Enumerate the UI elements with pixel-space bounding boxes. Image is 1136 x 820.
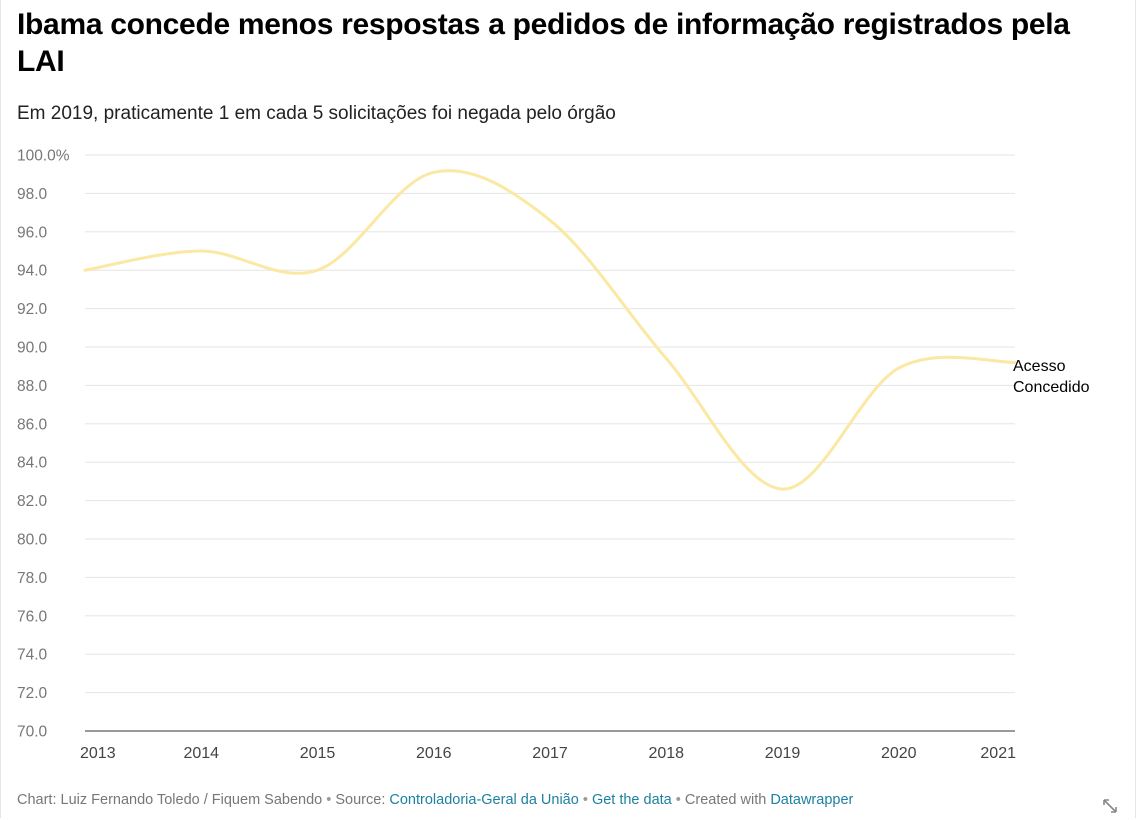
x-tick-label: 2018 <box>648 745 684 762</box>
y-tick-label: 70.0 <box>17 724 48 741</box>
y-tick-label: 78.0 <box>17 570 48 587</box>
created-with-text: Created with <box>684 792 767 808</box>
y-tick-label: 94.0 <box>17 263 48 280</box>
y-tick-label: 88.0 <box>17 378 48 395</box>
y-tick-label: 82.0 <box>17 493 48 510</box>
x-tick-label: 2017 <box>532 745 568 762</box>
chart-subtitle: Em 2019, praticamente 1 em cada 5 solici… <box>17 103 616 124</box>
source-prefix: Source: <box>335 792 386 808</box>
y-tick-label: 90.0 <box>17 340 48 357</box>
x-tick-label: 2014 <box>183 745 219 762</box>
y-tick-label: 92.0 <box>17 301 48 318</box>
x-tick-label: 2015 <box>300 745 336 762</box>
y-tick-label: 76.0 <box>17 608 48 625</box>
x-tick-label: 2013 <box>80 745 116 762</box>
x-tick-label: 2021 <box>980 745 1016 762</box>
chart-footer: Chart: Luiz Fernando Toledo / Fiquem Sab… <box>17 792 853 808</box>
y-axis-ticks: 100.0% 98.0 96.0 94.0 92.0 90.0 88.0 86.0 84.0 82… <box>17 148 70 741</box>
series-label: Acesso Concedido <box>1013 358 1090 396</box>
y-tick-label: 98.0 <box>17 186 48 203</box>
source-link[interactable]: Controladoria-Geral da União <box>389 792 579 808</box>
credit-text: Chart: Luiz Fernando Toledo / Fiquem Sab… <box>17 792 323 808</box>
x-tick-label: 2020 <box>881 745 917 762</box>
resize-arrows-icon[interactable] <box>1102 798 1118 814</box>
y-tick-label: 80.0 <box>17 532 48 549</box>
footer-separator: • <box>675 792 681 808</box>
y-tick-label: 74.0 <box>17 647 48 664</box>
y-tick-label: 86.0 <box>17 416 48 433</box>
chart-title: Ibama concede menos respostas a pedidos … <box>17 8 1070 78</box>
footer-separator: • <box>326 792 332 808</box>
get-data-link[interactable]: Get the data <box>591 792 672 808</box>
grid-lines <box>85 154 1015 694</box>
x-axis-ticks: 2013 2014 2015 2016 2017 2018 2019 2020 2021 <box>80 745 1016 762</box>
y-tick-label: 84.0 <box>17 455 48 472</box>
x-tick-label: 2019 <box>765 745 801 762</box>
y-tick-label: 72.0 <box>17 685 48 702</box>
datawrapper-link[interactable]: Datawrapper <box>770 792 854 808</box>
x-tick-label: 2016 <box>416 745 452 762</box>
series-group: Acesso Concedido <box>83 169 1090 491</box>
y-tick-label: 100.0% <box>17 148 70 165</box>
y-tick-label: 96.0 <box>17 224 48 241</box>
series-line <box>83 169 1017 491</box>
footer-separator: • <box>582 792 588 808</box>
